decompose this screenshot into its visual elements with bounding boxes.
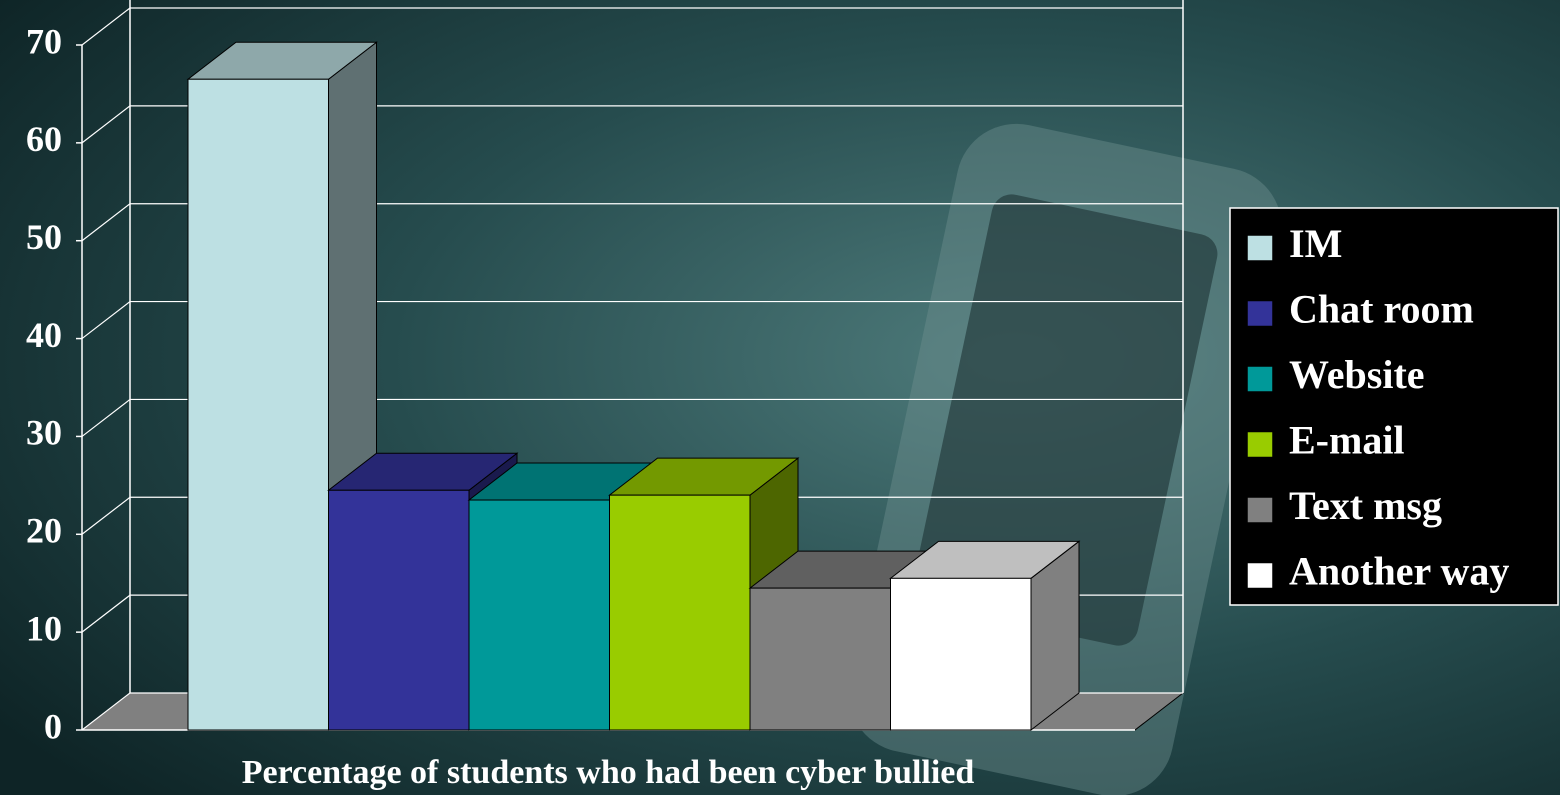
y-tick-label: 60 — [26, 119, 62, 159]
legend-label: Chat room — [1289, 287, 1474, 332]
x-axis-title: Percentage of students who had been cybe… — [242, 754, 975, 791]
y-tick-label: 10 — [26, 608, 62, 648]
legend-swatch — [1247, 301, 1273, 327]
legend-swatch — [1247, 432, 1273, 458]
legend-label: Another way — [1289, 549, 1509, 594]
legend-label: IM — [1289, 221, 1342, 266]
bar — [329, 490, 470, 730]
bar — [610, 495, 751, 730]
bar — [891, 578, 1032, 730]
legend-swatch — [1247, 235, 1273, 261]
bar — [750, 588, 891, 730]
y-tick-label: 20 — [26, 511, 62, 551]
y-tick-label: 70 — [26, 21, 62, 61]
y-tick-label: 30 — [26, 413, 62, 453]
y-tick-label: 40 — [26, 315, 62, 355]
chart: 0 10 20 30 40 50 60 70 Percentage of students w… — [0, 0, 1560, 795]
legend-swatch — [1247, 563, 1273, 589]
legend-swatch — [1247, 366, 1273, 392]
bar — [469, 500, 610, 730]
legend-swatch — [1247, 497, 1273, 523]
bar — [188, 79, 329, 730]
y-tick-label: 0 — [44, 706, 62, 746]
legend-label: Text msg — [1289, 483, 1442, 528]
legend — [1230, 208, 1558, 605]
legend-label: Website — [1289, 352, 1425, 397]
legend-label: E-mail — [1289, 418, 1405, 463]
y-tick-label: 50 — [26, 217, 62, 257]
